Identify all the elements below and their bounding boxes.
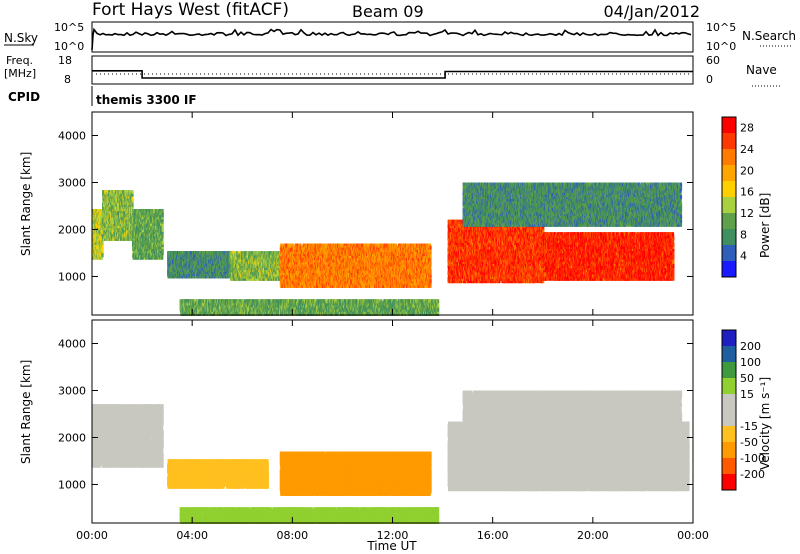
cpid-label: CPID	[8, 90, 40, 104]
noise-right-tick-top: 10^5	[706, 21, 736, 34]
nsearch-label: N.Search	[742, 29, 796, 43]
nsky-label: N.Sky	[4, 31, 38, 45]
freq-left-tick-top: 18	[58, 54, 72, 67]
freq-label: Freq.	[6, 54, 33, 67]
freq-right-tick-top: 60	[706, 54, 720, 67]
radar-chart: N.Sky 10^5 10^0 10^5 10^0 N.Search Freq.…	[0, 0, 800, 554]
noise-left-tick-bottom: 10^0	[54, 40, 84, 53]
freq-panel: Freq. [MHz] 18 8 60 0 Nave	[4, 54, 780, 86]
power-cell	[102, 241, 104, 245]
nave-label: Nave	[746, 63, 777, 77]
cpid-value: themis 3300 IF	[96, 93, 197, 107]
noise-trace	[92, 30, 691, 51]
freq-left-tick-bottom: 8	[64, 73, 71, 86]
noise-panel: N.Sky 10^5 10^0 10^5 10^0 N.Search	[4, 21, 796, 53]
noise-right-tick-bottom: 10^0	[706, 40, 736, 53]
freq-unit-label: [MHz]	[4, 67, 36, 80]
noise-left-tick-top: 10^5	[54, 21, 84, 34]
freq-right-tick-bottom: 0	[706, 73, 713, 86]
cpid-row: CPID themis 3300 IF	[8, 86, 197, 107]
